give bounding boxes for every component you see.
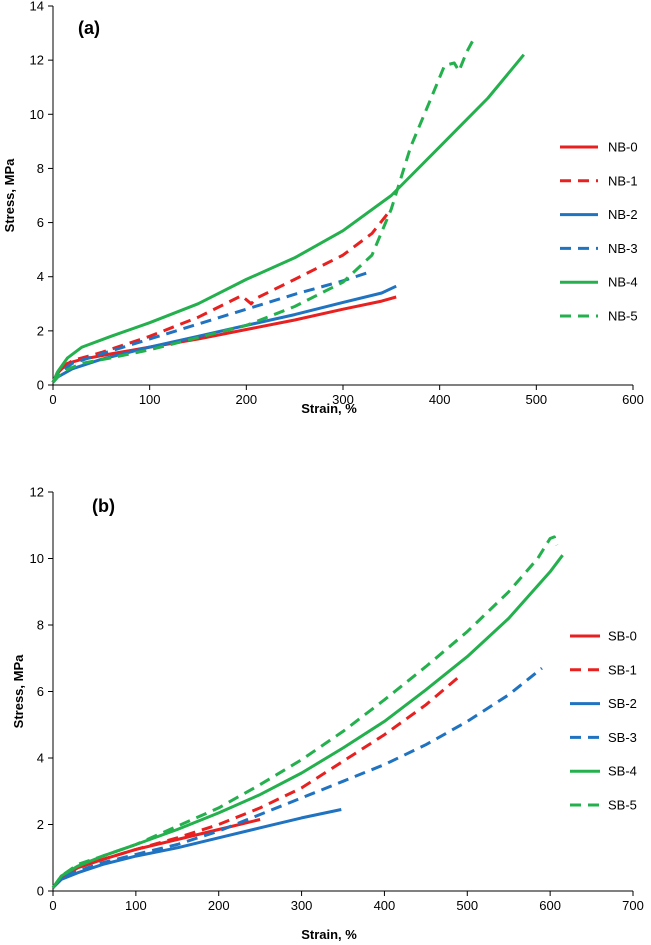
legend-label: SB-4 bbox=[608, 764, 637, 779]
x-axis-label: Strain, % bbox=[301, 401, 357, 416]
y-tick-label: 4 bbox=[37, 751, 44, 766]
y-tick-label: 12 bbox=[30, 53, 44, 68]
y-tick-label: 10 bbox=[30, 107, 44, 122]
y-tick-label: 0 bbox=[37, 884, 44, 899]
chart-panel-2: 0 100 200 300 400 500 600 700 0 2 4 6 8 10 12 Strain, %… bbox=[11, 485, 644, 943]
y-tick-label: 10 bbox=[30, 551, 44, 566]
y-tick-label: 2 bbox=[37, 323, 44, 338]
x-tick-label: 100 bbox=[125, 898, 147, 913]
series-line-nb-5 bbox=[51, 35, 477, 384]
y-axis-label: Stress, MPa bbox=[11, 654, 26, 728]
legend-label: SB-1 bbox=[608, 662, 637, 677]
x-axis-label: Strain, % bbox=[301, 927, 357, 942]
series-line-nb-1 bbox=[51, 208, 393, 383]
chart-panel-1: 0 100 200 300 400 500 600 0 2 4 6 8 10 12 14 Strain, % S… bbox=[2, 0, 644, 416]
legend-label: NB-5 bbox=[608, 309, 638, 324]
panel-label: (a) bbox=[78, 18, 100, 38]
y-tick-label: 6 bbox=[37, 215, 44, 230]
x-tick-label: 500 bbox=[456, 898, 478, 913]
series-line-nb-4 bbox=[51, 53, 525, 383]
legend-label: SB-0 bbox=[608, 629, 637, 644]
series-line-sb-2 bbox=[51, 808, 342, 889]
y-axis-label: Stress, MPa bbox=[2, 158, 17, 232]
x-tick-label: 200 bbox=[208, 898, 230, 913]
y-tick-label: 14 bbox=[30, 0, 44, 14]
series-line-sb-0 bbox=[51, 818, 261, 889]
legend-label: NB-0 bbox=[608, 140, 638, 155]
legend-label: NB-3 bbox=[608, 241, 638, 256]
y-tick-label: 6 bbox=[37, 684, 44, 699]
legend-label: SB-5 bbox=[608, 798, 637, 813]
series-line-sb-5 bbox=[51, 535, 559, 889]
series-line-sb-3 bbox=[51, 667, 543, 889]
legend-label: SB-3 bbox=[608, 730, 637, 745]
series-line-nb-3 bbox=[51, 269, 373, 384]
legend-label: NB-2 bbox=[608, 207, 638, 222]
legend-label: NB-4 bbox=[608, 275, 638, 290]
x-tick-label: 100 bbox=[139, 392, 161, 407]
x-tick-label: 500 bbox=[525, 392, 547, 407]
panel-label: (b) bbox=[92, 496, 115, 516]
x-tick-label: 300 bbox=[332, 392, 354, 407]
x-tick-label: 400 bbox=[374, 898, 396, 913]
y-tick-label: 12 bbox=[30, 485, 44, 500]
y-tick-label: 8 bbox=[37, 161, 44, 176]
series-line-sb-1 bbox=[51, 677, 459, 889]
x-tick-label: 200 bbox=[235, 392, 257, 407]
legend-label: NB-1 bbox=[608, 173, 638, 188]
x-tick-label: 0 bbox=[49, 392, 56, 407]
x-tick-label: 0 bbox=[49, 898, 56, 913]
x-tick-label: 700 bbox=[622, 898, 644, 913]
y-tick-label: 0 bbox=[37, 378, 44, 393]
y-tick-label: 2 bbox=[37, 817, 44, 832]
x-tick-label: 300 bbox=[291, 898, 313, 913]
x-tick-label: 600 bbox=[622, 392, 644, 407]
series-line-sb-4 bbox=[51, 554, 564, 889]
x-tick-label: 400 bbox=[429, 392, 451, 407]
x-tick-label: 600 bbox=[539, 898, 561, 913]
legend-label: SB-2 bbox=[608, 696, 637, 711]
y-tick-label: 8 bbox=[37, 618, 44, 633]
y-tick-label: 4 bbox=[37, 269, 44, 284]
